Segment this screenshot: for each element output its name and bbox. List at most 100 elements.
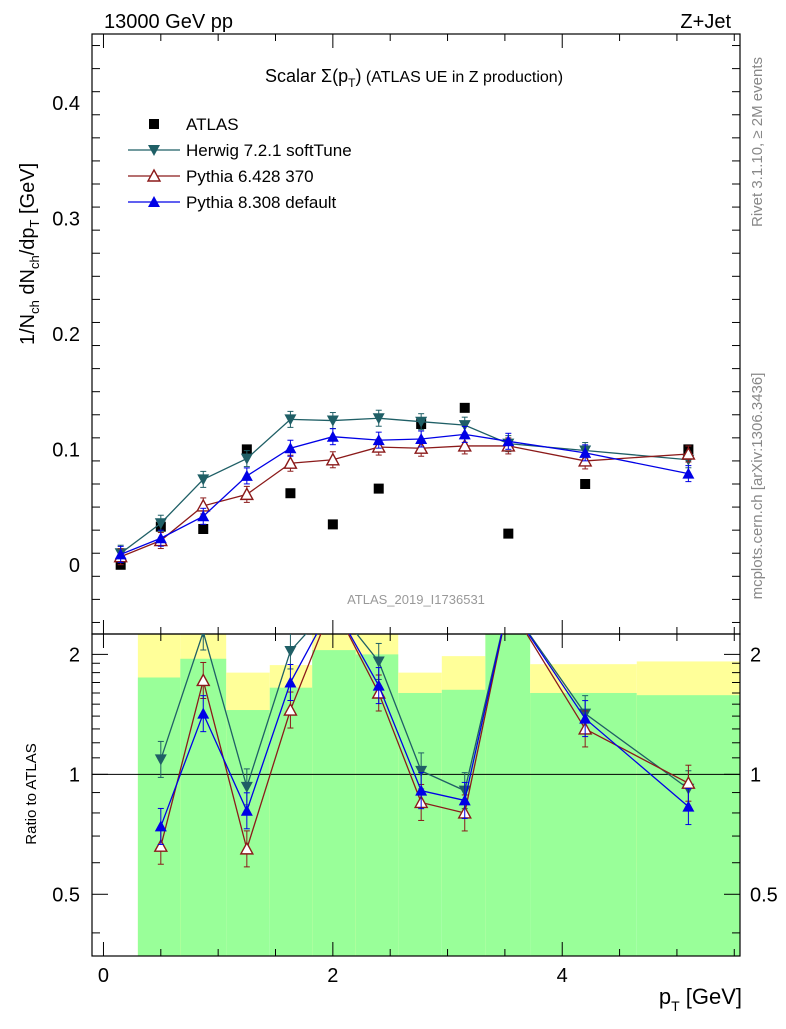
main-point [284, 442, 297, 454]
legend-marker [149, 119, 159, 129]
main-point [580, 479, 591, 489]
ratio-point [240, 804, 253, 816]
main-point [502, 435, 515, 447]
main-point [681, 446, 696, 460]
x-tick-label: 4 [557, 965, 568, 987]
ratio-point [197, 707, 210, 719]
inner-band-10 [636, 695, 740, 956]
ratio-point [415, 765, 428, 777]
inner-band-5 [355, 654, 399, 956]
ratio-uncertainty-bands [137, 634, 740, 956]
y-tick-label-main: 0.2 [52, 324, 80, 346]
main-point [240, 469, 253, 481]
ratio-frame [91, 633, 741, 957]
legend-label: Herwig 7.2.1 softTune [186, 141, 352, 160]
mcplots-label: mcplots.cern.ch [arXiv:1306.3436] [749, 373, 766, 600]
main-point [372, 434, 385, 446]
main-point [327, 519, 338, 530]
ratio-point [240, 781, 253, 793]
main-point [284, 414, 297, 426]
title-sigma: Σ(p [321, 66, 348, 86]
rivet-label: Rivet 3.1.10, ≥ 2M events [749, 57, 766, 227]
axis-ticks [92, 34, 740, 956]
main-point [197, 510, 210, 522]
axes-frames [91, 33, 741, 957]
main-point [372, 413, 385, 425]
ratio-point [458, 794, 471, 806]
main-point [326, 430, 339, 442]
energy-label: 13000 GeV pp [104, 11, 233, 33]
main-point [114, 548, 127, 560]
y-tick-label-main: 0.4 [52, 93, 80, 115]
main-point [154, 518, 167, 530]
x-tick-label: 0 [98, 965, 109, 987]
inner-band-3 [269, 687, 313, 956]
ratio-point [284, 645, 297, 657]
y-tick-label-main: 0.3 [52, 209, 80, 231]
title-scalar: Scalar [265, 66, 321, 86]
inner-band-4 [312, 650, 356, 956]
legend-marker [146, 168, 162, 182]
legend-label: ATLAS [186, 115, 239, 134]
title-sub: T [348, 76, 356, 90]
main-line-pythia-6-428-370 [120, 445, 689, 558]
inner-band-6 [398, 692, 442, 956]
main-point [283, 455, 298, 469]
main-plot-series [113, 402, 696, 570]
y-tick-label-main: 0 [69, 555, 80, 577]
ratio-point [153, 838, 168, 852]
main-point [415, 433, 428, 444]
main-line-herwig-7-2-1-softtune [120, 417, 689, 554]
main-point [503, 528, 514, 539]
main-point [457, 438, 472, 452]
main-point [458, 420, 471, 432]
legend: ATLAS Herwig 7.2.1 softTune Pythia 6.428 3… [128, 115, 352, 212]
legend-label: Pythia 6.428 370 [186, 167, 314, 186]
ratio-point [284, 676, 297, 688]
inner-band-8 [485, 634, 531, 956]
ylabel-main: 1/Nch dNch/dpT [GeV] [17, 163, 42, 345]
y-tick-label-ratio: 1 [69, 764, 80, 786]
y-tick-label-ratio: 2 [69, 644, 80, 666]
main-point [239, 486, 255, 501]
main-point [373, 483, 384, 494]
analysis-id: ATLAS_2019_I1736531 [347, 592, 485, 607]
y-tick-label-ratio-right: 0.5 [750, 884, 778, 906]
ylabel-ratio: Ratio to ATLAS [23, 743, 40, 844]
ratio-plot-series [153, 634, 696, 868]
process-label: Z+Jet [680, 11, 731, 33]
y-tick-label-ratio-right: 1 [750, 764, 761, 786]
y-tick-label-ratio-right: 2 [750, 644, 761, 666]
main-point [579, 446, 592, 458]
ratio-point [682, 800, 695, 812]
main-line-pythia-8-308-default [120, 433, 689, 555]
main-point [154, 532, 167, 544]
x-tick-label: 2 [327, 965, 338, 987]
inner-band-2 [226, 710, 270, 956]
ratio-point [415, 784, 428, 796]
y-tick-label-ratio: 0.5 [52, 884, 80, 906]
plot-title: Scalar Σ(pT) (ATLAS UE in Z production) [265, 66, 563, 90]
main-point [413, 440, 429, 454]
y-tick-label-main: 0.1 [52, 439, 80, 461]
ratio-point [201, 634, 206, 638]
ratio-point [579, 712, 592, 724]
main-point [285, 488, 296, 499]
legend-item: Pythia 6.428 370 [128, 167, 314, 186]
legend-item: Herwig 7.2.1 softTune [128, 141, 352, 160]
main-point [458, 428, 471, 440]
main-point [415, 416, 428, 428]
ratio-point [154, 820, 167, 832]
ratio-point [372, 656, 385, 668]
main-point [682, 467, 695, 479]
title-close: ) [355, 66, 361, 86]
title-rest: (ATLAS UE in Z production) [361, 69, 563, 86]
main-point [198, 524, 209, 534]
legend-label: Pythia 8.308 default [186, 193, 337, 212]
main-point [325, 452, 341, 466]
ratio-point [154, 754, 167, 766]
main-point [459, 402, 470, 413]
ratio-point [196, 673, 211, 687]
